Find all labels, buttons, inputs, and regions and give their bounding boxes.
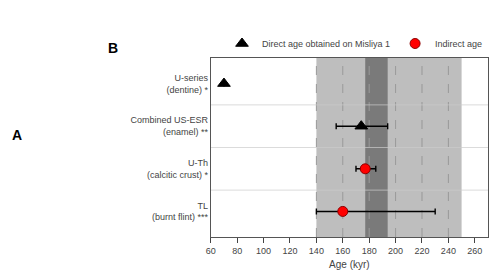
svg-text:A: A (12, 127, 22, 143)
svg-text:140: 140 (309, 246, 324, 256)
svg-text:B: B (108, 40, 118, 56)
svg-text:Direct age obtained on Misliya: Direct age obtained on Misliya 1 (262, 39, 390, 49)
svg-text:Combined US-ESR(enamel) **: Combined US-ESR(enamel) ** (130, 115, 208, 137)
svg-text:240: 240 (441, 246, 456, 256)
svg-text:200: 200 (388, 246, 403, 256)
svg-text:260: 260 (467, 246, 482, 256)
svg-text:100: 100 (256, 246, 271, 256)
svg-text:120: 120 (282, 246, 297, 256)
svg-text:60: 60 (206, 246, 216, 256)
svg-text:Indirect age: Indirect age (435, 39, 482, 49)
svg-text:U-Th(calcitic crust) *: U-Th(calcitic crust) * (147, 158, 209, 180)
svg-text:TL(burnt flint) ***: TL(burnt flint) *** (152, 201, 209, 223)
svg-text:160: 160 (335, 246, 350, 256)
svg-text:80: 80 (232, 246, 242, 256)
svg-text:220: 220 (414, 246, 429, 256)
svg-text:U-series(dentine) *: U-series(dentine) * (166, 73, 208, 95)
svg-text:Age (kyr): Age (kyr) (329, 259, 370, 270)
svg-text:180: 180 (362, 246, 377, 256)
